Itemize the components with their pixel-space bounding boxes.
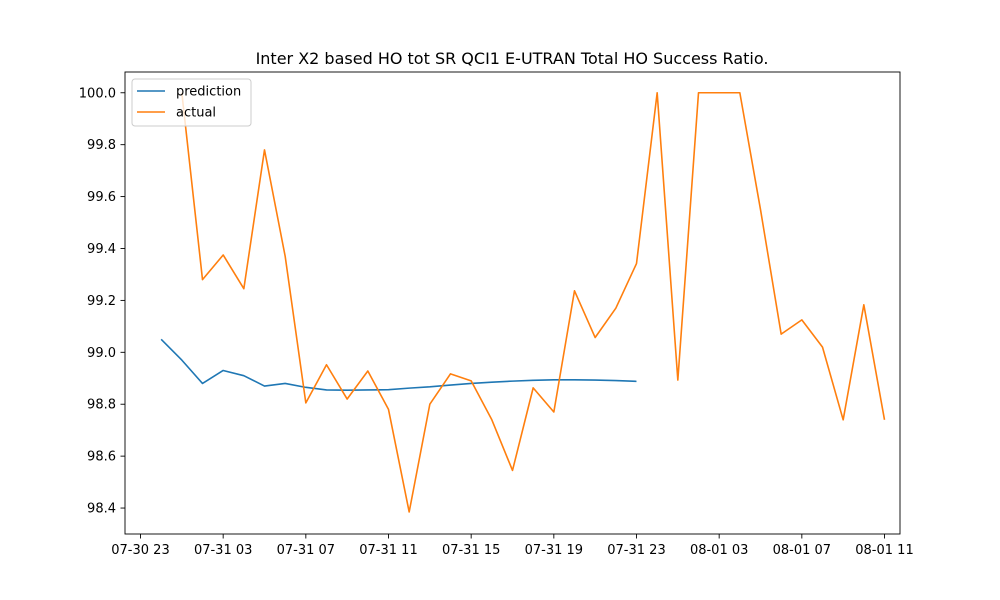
x-tick-label: 07-31 15 [442,543,500,558]
x-tick-label: 08-01 11 [855,543,913,558]
legend-label-prediction: prediction [176,85,241,100]
series-line-prediction [160,338,637,392]
plot-frame [124,71,901,535]
x-tick-label: 07-31 23 [607,543,665,558]
legend-label-actual: actual [176,106,216,121]
y-tick-label: 99.4 [87,242,116,257]
legend: prediction actual [131,78,252,127]
x-tick-label: 07-30 23 [111,543,169,558]
x-tick-label: 08-01 07 [773,543,831,558]
plot-area [160,91,886,513]
y-tick-label: 98.8 [87,398,116,413]
x-tick-label: 07-31 11 [359,543,417,558]
x-tick-label: 07-31 19 [525,543,583,558]
axes: 07-30 23 07-31 03 07-31 07 07-31 11 07-31 15… [79,71,914,558]
x-tick-label: 07-31 03 [194,543,252,558]
y-tick-label: 100.0 [79,86,116,101]
y-tick-label: 98.4 [87,502,116,517]
series-line-actual [181,91,886,513]
x-tick-label: 07-31 07 [277,543,335,558]
x-tick-label: 08-01 03 [690,543,748,558]
y-tick-label: 98.6 [87,450,116,465]
y-tick-label: 99.0 [87,346,116,361]
y-tick-label: 99.6 [87,190,116,205]
chart-title: Inter X2 based HO tot SR QCI1 E-UTRAN To… [256,49,769,68]
y-tick-label: 99.2 [87,294,116,309]
y-tick-label: 99.8 [87,138,116,153]
